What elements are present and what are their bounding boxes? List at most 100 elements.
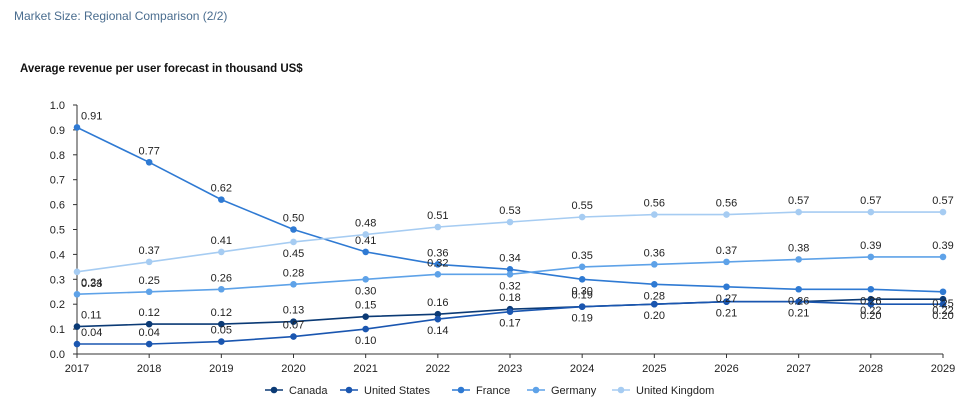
data-point-france <box>867 285 875 293</box>
data-label-germany: 0.26 <box>211 272 232 284</box>
data-point-france <box>939 288 947 296</box>
data-point-germany <box>723 258 730 266</box>
legend-marker-canada <box>270 386 278 394</box>
data-label-united-states: 0.21 <box>716 308 737 320</box>
y-tick-label: 0.1 <box>50 324 65 336</box>
data-point-germany <box>218 285 225 293</box>
y-tick-label: 0.3 <box>50 274 65 286</box>
data-label-united-states: 0.20 <box>644 310 665 322</box>
data-point-united-states <box>939 300 947 308</box>
data-label-canada: 0.12 <box>211 307 232 319</box>
legend-marker-france <box>457 386 465 394</box>
data-point-canada <box>290 318 297 325</box>
data-label-germany: 0.30 <box>355 285 376 297</box>
data-point-united-kingdom <box>506 218 514 226</box>
data-point-united-kingdom <box>73 268 81 276</box>
data-point-united-states <box>651 300 658 308</box>
data-point-germany <box>73 290 81 298</box>
x-tick-label: 2028 <box>859 363 883 375</box>
y-tick-label: 0.4 <box>50 249 65 261</box>
data-label-canada: 0.15 <box>355 300 376 312</box>
legend-label-united-kingdom: United Kingdom <box>636 385 714 397</box>
data-label-canada: 0.19 <box>571 290 592 302</box>
data-label-france: 0.28 <box>644 290 665 302</box>
y-tick-label: 0.2 <box>50 299 65 311</box>
data-label-united-kingdom: 0.48 <box>355 217 376 229</box>
data-point-united-kingdom <box>723 211 730 218</box>
data-label-canada: 0.22 <box>860 305 881 317</box>
data-point-germany <box>867 253 875 261</box>
data-point-germany <box>506 271 514 278</box>
data-point-germany <box>362 276 369 283</box>
data-label-united-kingdom: 0.45 <box>283 248 304 260</box>
data-label-germany: 0.32 <box>427 257 448 269</box>
data-label-germany: 0.25 <box>138 275 159 287</box>
data-label-united-states: 0.21 <box>788 308 809 320</box>
data-label-united-kingdom: 0.57 <box>788 195 809 207</box>
data-point-france <box>723 283 730 291</box>
data-point-united-states <box>723 298 730 306</box>
data-label-france: 0.26 <box>860 295 881 307</box>
data-label-united-kingdom: 0.53 <box>499 205 520 217</box>
data-point-canada <box>434 310 442 318</box>
y-tick-label: 1.0 <box>50 100 65 112</box>
data-point-united-kingdom <box>578 213 586 221</box>
data-label-france: 0.50 <box>283 213 304 225</box>
data-label-germany: 0.32 <box>499 280 520 292</box>
x-tick-label: 2021 <box>353 363 377 375</box>
legend-marker-germany <box>532 386 540 394</box>
x-tick-label: 2018 <box>137 363 161 375</box>
data-label-france: 0.41 <box>355 235 376 247</box>
legend-label-germany: Germany <box>551 385 597 397</box>
data-point-france <box>578 276 586 283</box>
data-label-united-states: 0.20 <box>932 310 953 322</box>
data-point-canada <box>73 323 81 330</box>
data-point-united-kingdom <box>939 208 947 216</box>
data-label-united-kingdom: 0.57 <box>932 195 953 207</box>
data-label-france: 0.77 <box>138 145 159 157</box>
legend-marker-united-kingdom <box>617 386 625 394</box>
data-label-france: 0.34 <box>499 252 520 264</box>
data-label-canada: 0.18 <box>499 292 520 304</box>
data-label-france: 0.25 <box>932 298 953 310</box>
data-point-france <box>145 158 153 166</box>
data-point-united-kingdom <box>434 223 442 231</box>
x-tick-label: 2024 <box>570 363 594 375</box>
data-label-canada: 0.22 <box>932 305 953 317</box>
data-point-united-states <box>362 325 369 333</box>
y-tick-label: 0.8 <box>50 150 65 162</box>
data-label-united-kingdom: 0.37 <box>138 245 159 257</box>
data-point-canada <box>362 313 369 320</box>
data-point-france <box>218 196 225 203</box>
x-tick-label: 2020 <box>281 363 305 375</box>
x-tick-label: 2019 <box>209 363 233 375</box>
data-label-germany: 0.35 <box>571 250 592 262</box>
data-label-united-states: 0.04 <box>81 327 102 339</box>
data-point-germany <box>578 263 586 271</box>
x-tick-label: 2026 <box>714 363 738 375</box>
data-point-united-kingdom <box>651 211 658 218</box>
data-point-united-states <box>578 303 586 310</box>
data-label-germany: 0.36 <box>644 247 665 259</box>
y-tick-label: 0.6 <box>50 200 65 212</box>
data-point-germany <box>795 256 802 263</box>
data-label-france: 0.27 <box>716 293 737 305</box>
data-label-united-kingdom: 0.56 <box>644 198 665 210</box>
x-tick-label: 2027 <box>786 363 810 375</box>
x-tick-label: 2022 <box>426 363 450 375</box>
legend-marker-united-states <box>345 386 353 394</box>
data-point-united-states <box>867 300 875 308</box>
y-tick-label: 0.5 <box>50 225 65 237</box>
data-label-united-states: 0.05 <box>211 325 232 337</box>
data-label-united-states: 0.19 <box>571 313 592 325</box>
data-label-germany: 0.38 <box>788 242 809 254</box>
data-label-united-kingdom: 0.57 <box>860 195 881 207</box>
data-point-france <box>73 124 81 131</box>
data-point-germany <box>145 288 153 296</box>
data-label-united-kingdom: 0.55 <box>571 200 592 212</box>
data-point-united-states <box>795 298 802 306</box>
data-point-france <box>362 248 369 256</box>
data-label-france: 0.91 <box>81 110 102 122</box>
data-point-united-states <box>506 308 514 315</box>
